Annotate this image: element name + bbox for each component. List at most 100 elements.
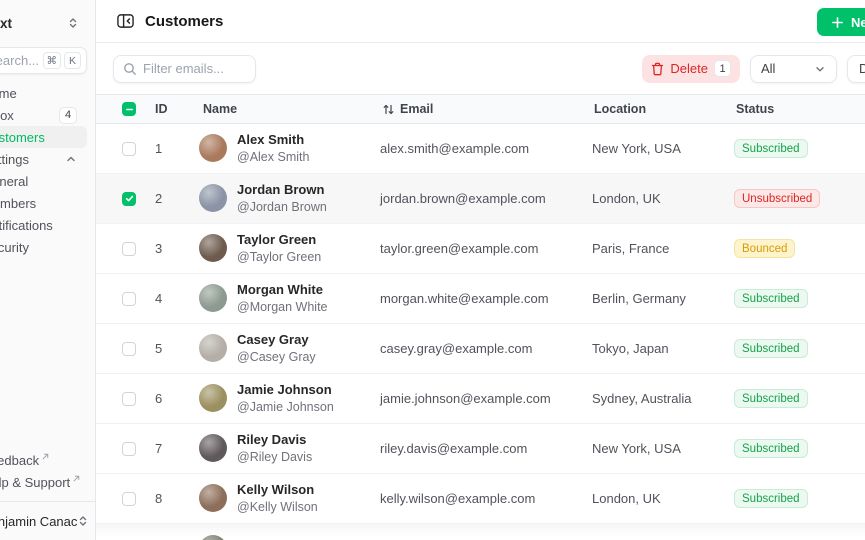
- external-link-icon: [42, 453, 49, 460]
- sidebar-item-settings[interactable]: Settings: [0, 148, 87, 170]
- table-row[interactable]: 6 Jamie Johnson @Jamie Johnson jamie.john…: [96, 374, 865, 424]
- cell-id: 7: [155, 441, 163, 456]
- filter-emails-input[interactable]: [143, 61, 247, 76]
- customer-handle: @Taylor Green: [237, 249, 322, 264]
- customer-name: Jamie Johnson: [237, 382, 332, 398]
- row-checkbox[interactable]: [122, 391, 136, 406]
- avatar: [199, 134, 227, 163]
- sidebar-nav: Home Inbox 4 Customers Settings General: [0, 82, 95, 258]
- customer-handle: @Kelly Wilson: [237, 499, 318, 514]
- display-button[interactable]: Display: [847, 54, 865, 83]
- customer-handle: @Jordan Brown: [237, 199, 327, 214]
- collapse-sidebar-icon[interactable]: [117, 13, 134, 29]
- sidebar-item-help-support[interactable]: Help & Support: [0, 471, 87, 493]
- search-shortcut: ⌘ K: [42, 52, 81, 69]
- table-row[interactable]: 1 Alex Smith @Alex Smith alex.smith@examp…: [96, 124, 865, 174]
- row-checkbox[interactable]: [122, 491, 136, 506]
- column-header-id: ID: [155, 102, 168, 116]
- divider: [0, 501, 95, 502]
- row-checkbox[interactable]: [122, 141, 136, 156]
- status-badge: Subscribed: [734, 139, 808, 158]
- table-row[interactable]: 5 Casey Gray @Casey Gray casey.gray@examp…: [96, 324, 865, 374]
- status-badge: Bounced: [734, 239, 796, 258]
- cell-email: jamie.johnson@example.com: [380, 391, 551, 406]
- workspace-selector[interactable]: Nuxt: [0, 10, 87, 36]
- customer-handle: @Alex Smith: [237, 149, 310, 164]
- row-checkbox[interactable]: [122, 441, 136, 456]
- user-menu[interactable]: Benjamin Canac: [0, 506, 91, 536]
- customer-name: Riley Davis: [237, 432, 307, 448]
- avatar: [199, 234, 227, 263]
- cell-email: casey.gray@example.com: [380, 341, 533, 356]
- cell-location: Berlin, Germany: [592, 291, 686, 306]
- sidebar-item-members[interactable]: Members: [0, 195, 37, 211]
- sidebar: Nuxt Search... ⌘ K Home Inbox 4: [0, 0, 96, 540]
- avatar: [199, 434, 227, 463]
- kbd-meta: ⌘: [42, 52, 61, 69]
- table-row[interactable]: 2 Jordan Brown @Jordan Brown jordan.brown…: [96, 174, 865, 224]
- chevron-expand-icon: [67, 17, 79, 29]
- table-row[interactable]: 8 Kelly Wilson @Kelly Wilson kelly.wilson…: [96, 474, 865, 524]
- avatar: [199, 284, 227, 313]
- customer-name: Casey Gray: [237, 332, 309, 348]
- sidebar-item-notifications[interactable]: Notifications: [0, 217, 53, 233]
- row-checkbox[interactable]: [122, 191, 136, 206]
- cell-email: riley.davis@example.com: [380, 441, 528, 456]
- filter-emails-field[interactable]: [113, 54, 256, 83]
- status-badge: Subscribed: [734, 439, 808, 458]
- sidebar-item-general[interactable]: General: [0, 173, 29, 189]
- customer-name: Jordan Brown: [237, 182, 325, 198]
- table-header-row: ID Name Email Location Status: [96, 95, 865, 124]
- cell-location: New York, USA: [592, 141, 681, 156]
- cell-id: 3: [155, 241, 163, 256]
- table-row-partial[interactable]: [96, 524, 865, 540]
- cell-email: jordan.brown@example.com: [380, 191, 546, 206]
- row-checkbox[interactable]: [122, 291, 136, 306]
- row-checkbox[interactable]: [122, 341, 136, 356]
- cell-id: 1: [155, 141, 163, 156]
- status-filter-select[interactable]: All: [750, 54, 837, 83]
- search-placeholder: Search...: [0, 53, 40, 68]
- table-body: 1 Alex Smith @Alex Smith alex.smith@examp…: [96, 124, 865, 540]
- select-all-checkbox[interactable]: [122, 102, 136, 116]
- sidebar-item-feedback[interactable]: Feedback: [0, 449, 87, 471]
- sidebar-item-customers[interactable]: Customers: [0, 126, 87, 148]
- column-header-email[interactable]: Email: [372, 102, 584, 116]
- customer-name: Kelly Wilson: [237, 482, 315, 498]
- cell-location: Tokyo, Japan: [592, 341, 669, 356]
- row-checkbox[interactable]: [122, 241, 136, 256]
- chevron-expand-icon: [77, 515, 89, 527]
- status-badge: Subscribed: [734, 339, 808, 358]
- external-link-icon: [73, 475, 80, 482]
- sidebar-footer: Feedback Help & Support Benjamin Canac: [0, 449, 95, 540]
- cell-location: New York, USA: [592, 441, 681, 456]
- chevron-up-icon: [65, 153, 77, 165]
- user-name: Benjamin Canac: [0, 513, 78, 529]
- sidebar-item-home[interactable]: Home: [0, 85, 17, 101]
- table-row[interactable]: 4 Morgan White @Morgan White morgan.white…: [96, 274, 865, 324]
- sidebar-item-security[interactable]: Security: [0, 239, 29, 255]
- workspace-name: Nuxt: [0, 15, 12, 31]
- cell-id: 8: [155, 491, 163, 506]
- avatar: [199, 184, 227, 213]
- sidebar-item-inbox[interactable]: Inbox 4: [0, 104, 87, 126]
- inbox-count-badge: 4: [59, 106, 77, 124]
- cell-email: morgan.white@example.com: [380, 291, 549, 306]
- kbd-k: K: [64, 52, 81, 69]
- table-row[interactable]: 7 Riley Davis @Riley Davis riley.davis@ex…: [96, 424, 865, 474]
- main-content: Customers New customer De: [96, 0, 865, 540]
- cell-location: London, UK: [592, 491, 661, 506]
- cell-email: taylor.green@example.com: [380, 241, 539, 256]
- sort-arrows-icon: [382, 103, 395, 116]
- customer-handle: @Morgan White: [237, 299, 328, 314]
- new-customer-button[interactable]: New customer: [817, 8, 865, 36]
- table-row[interactable]: 3 Taylor Green @Taylor Green taylor.green…: [96, 224, 865, 274]
- sidebar-search[interactable]: Search... ⌘ K: [0, 47, 87, 74]
- chevron-down-icon: [814, 63, 826, 75]
- delete-button[interactable]: Delete 1: [642, 54, 740, 83]
- status-badge: Unsubscribed: [734, 189, 821, 208]
- trash-icon: [651, 62, 664, 76]
- cell-email: alex.smith@example.com: [380, 141, 530, 156]
- column-header-location: Location: [594, 102, 647, 116]
